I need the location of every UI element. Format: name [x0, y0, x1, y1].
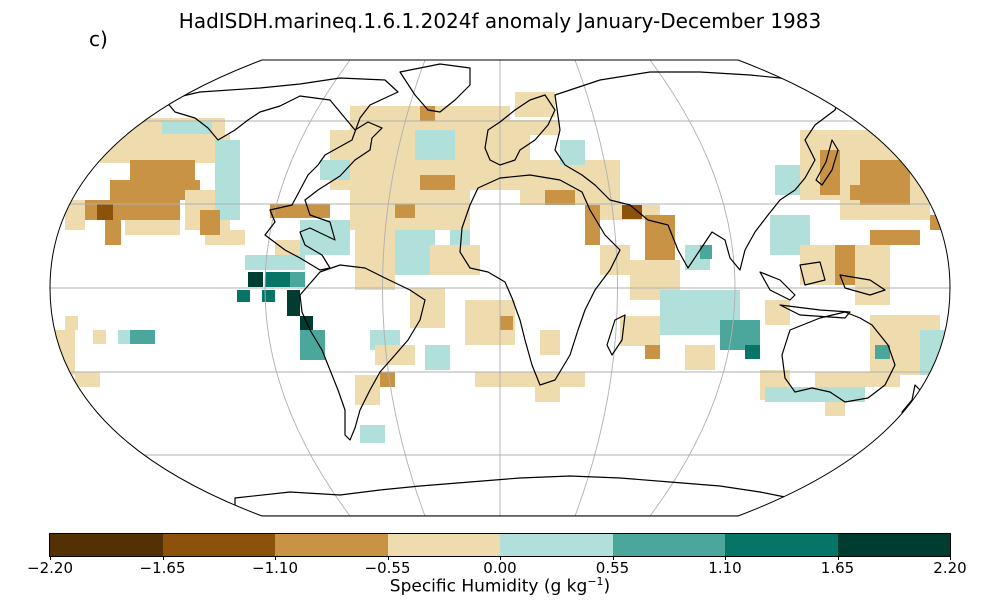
colorbar-segment — [275, 534, 388, 556]
globe-outline — [49, 59, 951, 517]
colorbar-tick-label: −0.55 — [364, 559, 411, 577]
colorbar-tick — [275, 556, 276, 560]
colorbar-segment — [837, 534, 950, 556]
colorbar-segment — [50, 534, 163, 556]
colorbar — [49, 533, 951, 557]
colorbar-tick-label: 1.10 — [708, 559, 742, 577]
colorbar-tick — [950, 556, 951, 560]
colorbar-tick — [837, 556, 839, 560]
colorbar-tick-label: 0.55 — [595, 559, 630, 577]
colorbar-segment — [387, 534, 500, 556]
colorbar-tick-label: −1.10 — [252, 559, 298, 577]
graticule — [50, 60, 950, 516]
colorbar-segment — [725, 534, 838, 556]
colorbar-segment — [162, 534, 275, 556]
colorbar-tick — [387, 556, 389, 560]
colorbar-tick — [500, 556, 501, 560]
panel-label: c) — [89, 27, 108, 51]
colorbar-tick — [50, 556, 51, 560]
map-title: HadISDH.marineq.1.6.1.2024f anomaly Janu… — [178, 9, 822, 33]
colorbar-segment — [612, 534, 725, 556]
colorbar-tick-label: 0.00 — [483, 559, 517, 577]
colorbar-tick-label: 2.20 — [933, 559, 967, 577]
colorbar-tick — [162, 556, 164, 560]
colorbar-segment — [500, 534, 613, 556]
colorbar-tick-label: −2.20 — [27, 559, 73, 577]
colorbar-tick-label: 1.65 — [820, 559, 855, 577]
colorbar-tick — [725, 556, 726, 560]
colorbar-tick-label: −1.65 — [139, 559, 186, 577]
colorbar-tick — [612, 556, 614, 560]
anomaly-grid — [55, 92, 945, 443]
colorbar-title: Specific Humidity (g kg−1) — [389, 575, 611, 597]
